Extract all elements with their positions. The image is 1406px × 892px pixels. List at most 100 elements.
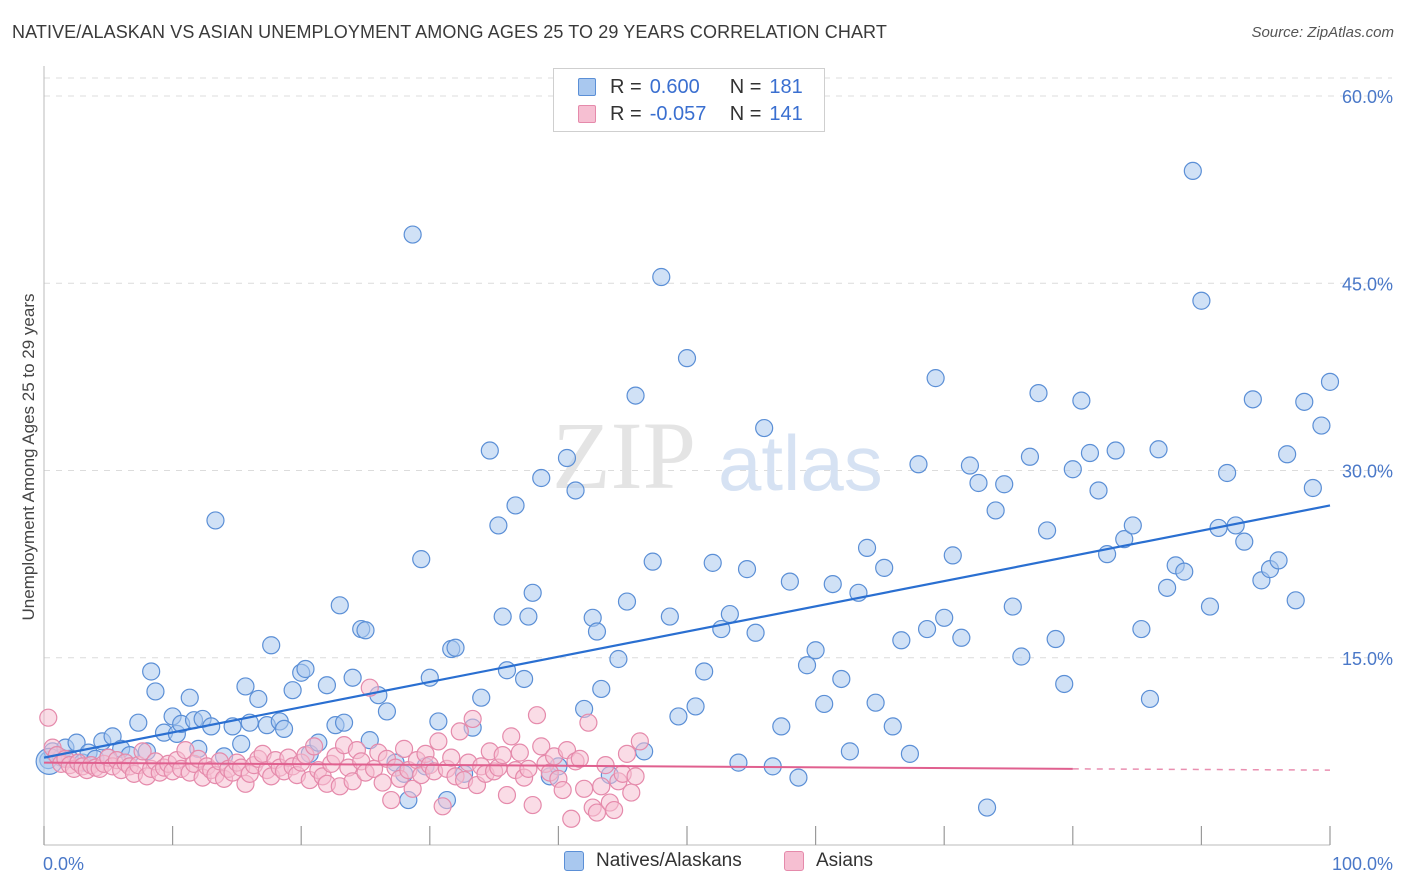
asians-trend-extension — [1072, 768, 1331, 771]
natives-point — [909, 455, 928, 474]
natives-point — [857, 538, 877, 557]
natives-point — [815, 694, 834, 714]
natives-point — [703, 553, 722, 572]
natives-point — [643, 552, 662, 571]
asians-point — [553, 780, 572, 800]
natives-point — [729, 753, 748, 772]
natives-point — [1089, 481, 1108, 500]
natives-point — [806, 641, 825, 660]
natives-point — [695, 662, 714, 681]
x-tick-label-max: 100.0% — [1332, 854, 1393, 874]
legend-swatch-blue — [564, 851, 584, 871]
trend-lines — [43, 504, 1331, 771]
asians-point — [502, 727, 521, 746]
chart-title: NATIVE/ALASKAN VS ASIAN UNEMPLOYMENT AMO… — [12, 22, 887, 42]
natives-point — [180, 688, 199, 707]
natives-point — [377, 702, 397, 721]
natives-point — [737, 560, 757, 579]
natives-point — [403, 225, 422, 244]
legend-r-value: 0.600 — [649, 75, 700, 98]
tick-labels: 15.0% 30.0% 45.0% 60.0% 0.0% 100.0% — [43, 87, 1393, 874]
legend-r-label: R = — [610, 75, 642, 98]
legend-label-asians: Asians — [816, 850, 874, 871]
natives-point — [1140, 689, 1160, 709]
asians-point — [463, 709, 482, 729]
natives-point — [1200, 597, 1220, 616]
natives-point — [900, 744, 920, 763]
natives-point — [789, 768, 808, 787]
y-tick-label: 45.0% — [1342, 274, 1393, 294]
natives-point — [446, 638, 465, 657]
natives-point — [283, 681, 302, 700]
legend-r-label: R = — [610, 102, 642, 125]
asians-point — [523, 795, 542, 815]
natives-point — [1320, 372, 1340, 391]
natives-point — [1243, 390, 1262, 409]
natives-point — [519, 607, 538, 626]
asians-trend-line — [43, 761, 1073, 770]
natives-point — [943, 546, 962, 565]
natives-point — [262, 636, 281, 655]
asians-point — [579, 713, 598, 732]
legend-n-value: 181 — [769, 75, 803, 98]
natives-point — [746, 623, 765, 642]
natives-point — [1183, 161, 1202, 180]
watermark-atlas: atlas — [718, 419, 883, 507]
series-legend: Natives/Alaskans Asians — [0, 850, 1406, 878]
natives-point — [1012, 647, 1031, 666]
natives-point — [1037, 521, 1057, 540]
natives-point — [720, 604, 739, 624]
natives-point — [236, 677, 255, 696]
natives-point — [232, 734, 251, 753]
asians-point — [622, 783, 641, 802]
natives-point — [926, 369, 945, 388]
y-axis-label: Unemployment Among Ages 25 to 29 years — [19, 294, 38, 621]
legend-n-label: N = — [729, 102, 762, 125]
natives-point — [1106, 441, 1125, 460]
natives-point — [1003, 597, 1022, 616]
asians-point — [133, 742, 152, 761]
natives-point — [609, 649, 628, 669]
natives-point — [1235, 532, 1254, 551]
natives-point — [489, 516, 508, 535]
natives-point — [129, 713, 148, 732]
asians-point — [592, 777, 611, 796]
y-tick-label: 60.0% — [1342, 87, 1393, 107]
natives-point — [146, 682, 165, 701]
asians-point — [617, 744, 637, 763]
asians-point — [497, 785, 517, 805]
legend-swatch-blue — [578, 78, 596, 96]
natives-trend-line — [43, 504, 1331, 759]
natives-point — [1218, 463, 1237, 483]
natives-point — [977, 798, 997, 817]
natives-point — [1286, 591, 1305, 610]
natives-point — [1132, 619, 1151, 639]
asians-point — [343, 772, 362, 791]
natives-point — [1063, 460, 1082, 479]
asians-point — [429, 732, 448, 751]
natives-point — [660, 607, 679, 626]
natives-point — [1029, 384, 1048, 403]
asians-point — [527, 706, 547, 725]
natives-point — [480, 441, 499, 460]
asians-point — [519, 759, 538, 778]
asians-point — [562, 809, 581, 828]
x-tick-label-min: 0.0% — [43, 854, 84, 874]
natives-point — [1278, 445, 1297, 464]
natives-point — [532, 468, 551, 488]
natives-point — [1046, 629, 1065, 649]
asians-point — [442, 748, 461, 767]
natives-point — [772, 717, 791, 736]
asians-point — [493, 746, 512, 765]
natives-point — [677, 349, 697, 368]
legend-row-natives: R = 0.600 N = 181 — [578, 74, 803, 100]
natives-point — [875, 558, 894, 577]
natives-point — [840, 742, 859, 761]
natives-point — [626, 386, 645, 405]
natives-point — [343, 668, 362, 687]
natives-point — [206, 511, 225, 530]
legend-item-natives: Natives/Alaskans — [564, 850, 742, 872]
natives-point — [1072, 391, 1091, 410]
asians-point — [403, 779, 422, 798]
